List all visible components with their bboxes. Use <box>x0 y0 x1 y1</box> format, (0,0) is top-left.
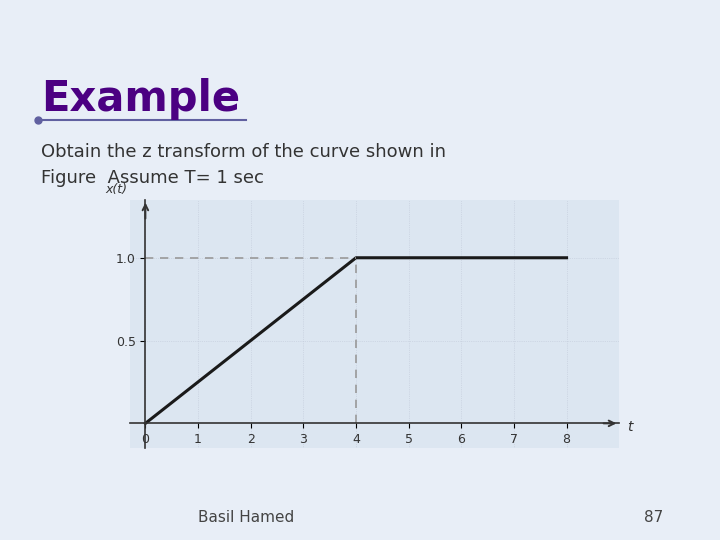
Text: Example: Example <box>41 78 240 120</box>
Text: Obtain the z transform of the curve shown in
Figure  Assume T= 1 sec: Obtain the z transform of the curve show… <box>41 143 446 187</box>
Text: 87: 87 <box>644 510 664 525</box>
Text: x(t): x(t) <box>105 184 127 197</box>
Text: t: t <box>627 420 633 434</box>
Text: Basil Hamed: Basil Hamed <box>198 510 294 525</box>
